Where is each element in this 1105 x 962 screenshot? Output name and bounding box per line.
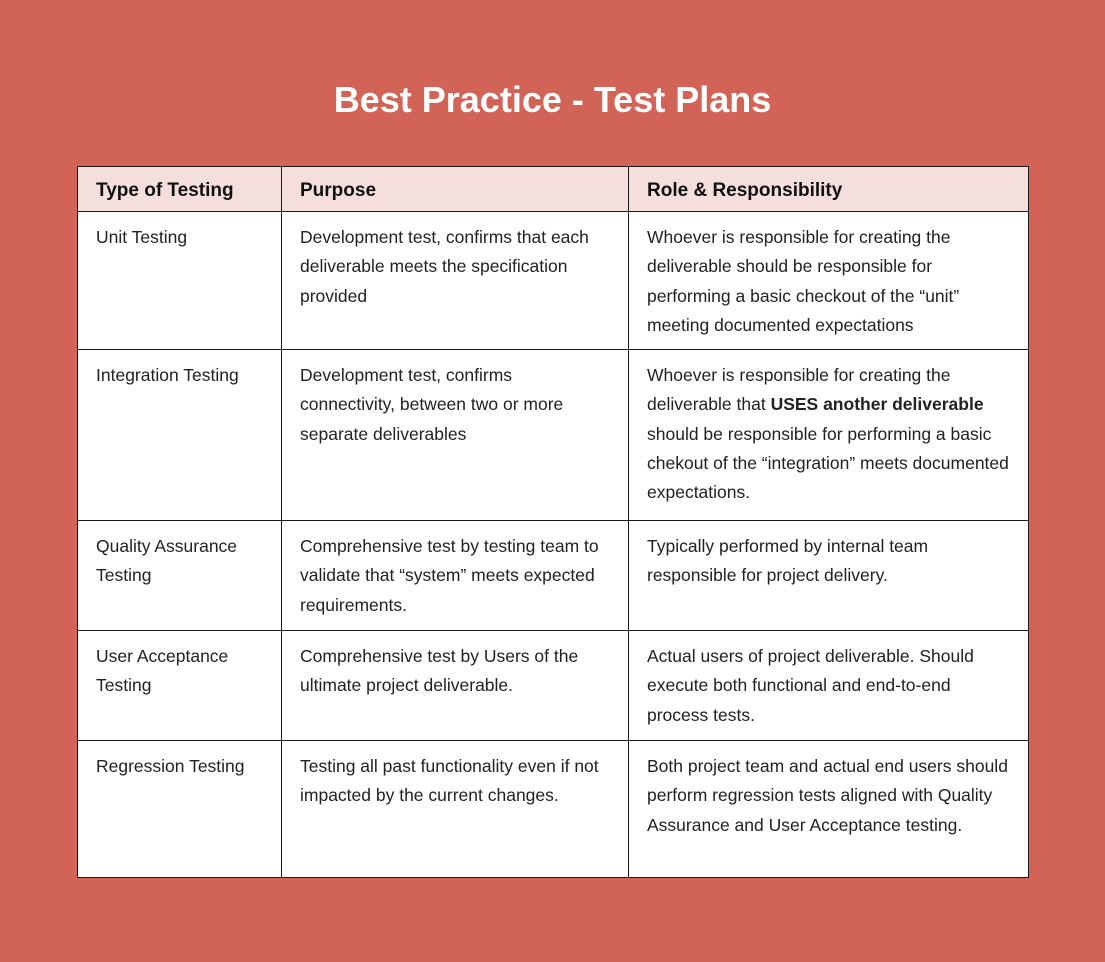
type-text: Regression Testing bbox=[96, 756, 245, 776]
role-text: Typically performed by internal team res… bbox=[647, 536, 929, 586]
cell-role: Both project team and actual end users s… bbox=[628, 740, 1029, 878]
page-title: Best Practice - Test Plans bbox=[333, 79, 772, 120]
type-text: Unit Testing bbox=[96, 227, 188, 247]
table-row: Unit Testing Development test, confirms … bbox=[77, 211, 1029, 350]
cell-role: Whoever is responsible for creating the … bbox=[628, 211, 1029, 350]
role-text: Whoever is responsible for creating the … bbox=[647, 227, 960, 335]
cell-purpose: Testing all past functionality even if n… bbox=[281, 740, 629, 878]
header-role: Role & Responsibility bbox=[628, 166, 1029, 212]
cell-role: Typically performed by internal team res… bbox=[628, 520, 1029, 631]
cell-purpose: Development test, confirms that each del… bbox=[281, 211, 629, 350]
role-bold-text: USES another deliverable bbox=[770, 394, 984, 415]
cell-role: Actual users of project deliverable. Sho… bbox=[628, 630, 1029, 741]
purpose-text: Development test, confirms that each del… bbox=[300, 227, 589, 306]
cell-purpose: Development test, confirms connectivity,… bbox=[281, 349, 629, 521]
purpose-text: Comprehensive test by Users of the ultim… bbox=[300, 646, 579, 696]
purpose-text: Testing all past functionality even if n… bbox=[300, 756, 599, 806]
cell-type: Integration Testing bbox=[77, 349, 282, 521]
table-row: User Acceptance Testing Comprehensive te… bbox=[77, 630, 1029, 741]
table-row: Regression Testing Testing all past func… bbox=[77, 740, 1029, 878]
header-row: Type of Testing Purpose Role & Responsib… bbox=[77, 166, 1029, 212]
cell-type: Quality Assurance Testing bbox=[77, 520, 282, 631]
type-text: Integration Testing bbox=[96, 365, 239, 385]
cell-purpose: Comprehensive test by testing team to va… bbox=[281, 520, 629, 631]
table-row: Integration Testing Development test, co… bbox=[77, 349, 1029, 521]
test-plans-table: Type of Testing Purpose Role & Responsib… bbox=[77, 166, 1029, 878]
type-text: User Acceptance Testing bbox=[96, 646, 229, 696]
purpose-text: Development test, confirms connectivity,… bbox=[300, 365, 564, 444]
purpose-text: Comprehensive test by testing team to va… bbox=[300, 536, 599, 615]
type-text: Quality Assurance Testing bbox=[96, 536, 238, 586]
header-purpose: Purpose bbox=[281, 166, 629, 212]
role-text-after: should be responsible for performing a b… bbox=[647, 423, 1009, 503]
cell-type: Regression Testing bbox=[77, 740, 282, 878]
cell-purpose: Comprehensive test by Users of the ultim… bbox=[281, 630, 629, 741]
role-text: Actual users of project deliverable. Sho… bbox=[647, 646, 974, 725]
cell-type: User Acceptance Testing bbox=[77, 630, 282, 741]
role-text: Both project team and actual end users s… bbox=[647, 756, 1008, 835]
table-row: Quality Assurance Testing Comprehensive … bbox=[77, 520, 1029, 631]
cell-type: Unit Testing bbox=[77, 211, 282, 350]
header-type: Type of Testing bbox=[77, 166, 282, 212]
cell-role: Whoever is responsible for creating the … bbox=[628, 349, 1029, 521]
role-text: Whoever is responsible for creating the … bbox=[647, 365, 951, 415]
